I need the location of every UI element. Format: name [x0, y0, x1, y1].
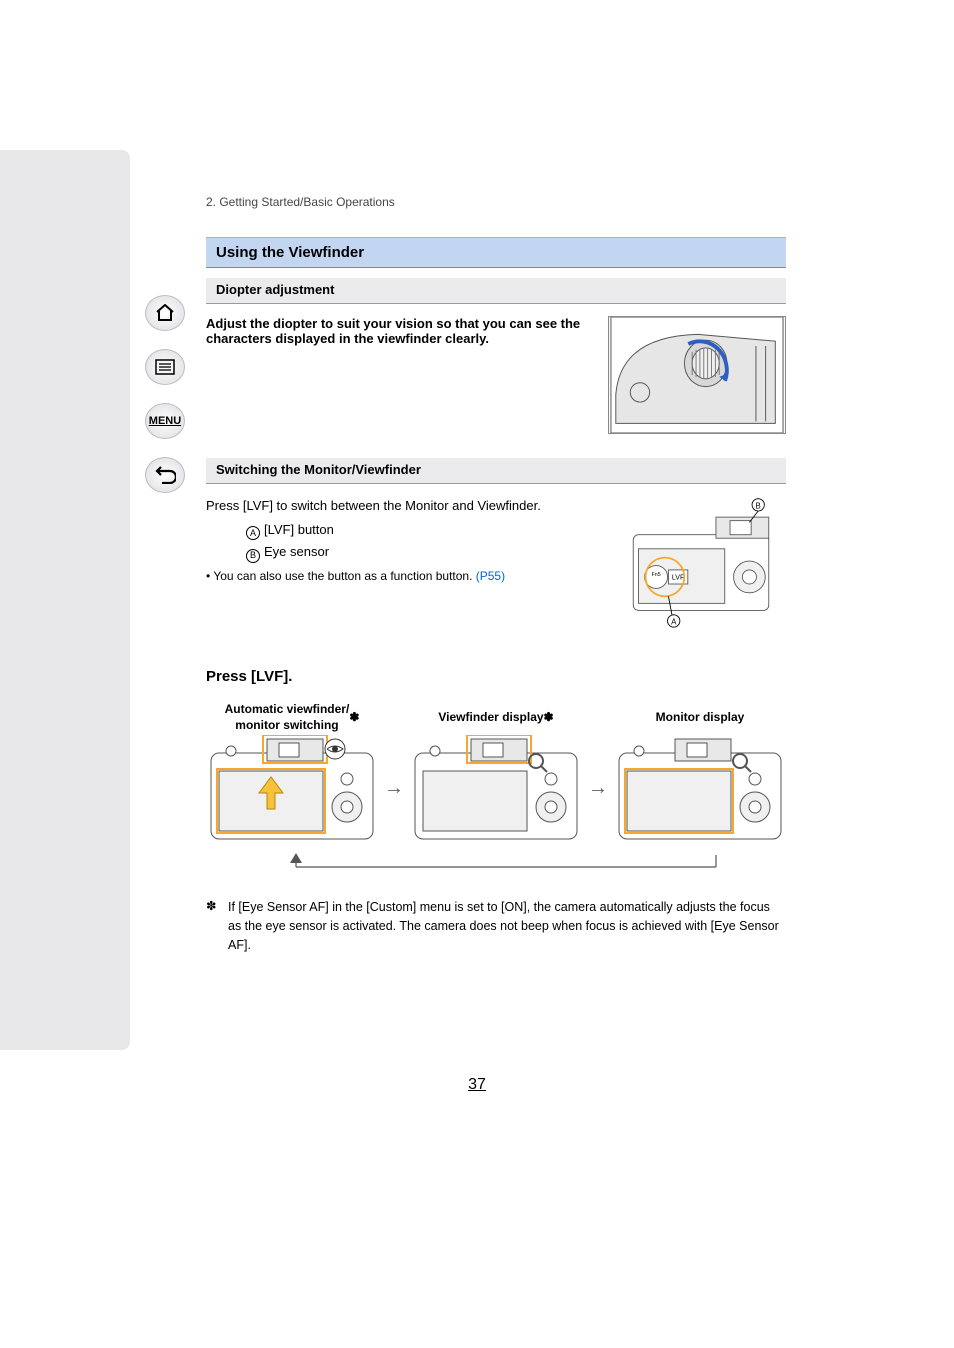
back-icon	[154, 466, 176, 484]
col2-label: Viewfinder display	[438, 710, 543, 726]
footnote-asterisk: ✽	[206, 898, 228, 954]
switching-text: Press [LVF] to switch between the Monito…	[206, 496, 604, 516]
arrow-icon-2: →	[588, 747, 608, 800]
loop-arrow-icon	[206, 851, 776, 877]
breadcrumb: 2. Getting Started/Basic Operations	[206, 195, 786, 209]
lvf-illustration: B Fn5 LVF A	[616, 496, 786, 628]
svg-text:Fn5: Fn5	[652, 572, 661, 578]
arrow-icon-1: →	[384, 747, 404, 800]
camera-diopter-diagram	[608, 316, 786, 434]
page-number: 37	[0, 1076, 954, 1094]
list-icon	[155, 359, 175, 375]
camera-lvf-diagram: B Fn5 LVF A	[616, 496, 786, 628]
list-item-b: BEye sensor	[246, 542, 604, 563]
switching-heading: Switching the Monitor/Viewfinder	[206, 458, 786, 484]
col1-label: Automatic viewfinder/ monitor switching	[225, 702, 350, 733]
diopter-illustration	[608, 316, 786, 434]
home-icon	[155, 304, 175, 322]
label-a-icon: A	[246, 526, 260, 540]
diopter-text: Adjust the diopter to suit your vision s…	[206, 316, 596, 434]
col3-label: Monitor display	[656, 710, 745, 726]
mode-triptych: Automatic viewfinder/ monitor switching✽	[206, 701, 786, 845]
list-item-a: A[LVF] button	[246, 520, 604, 541]
page-link[interactable]: (P55)	[476, 569, 505, 583]
bullet-text: • You can also use the button as a funct…	[206, 567, 604, 585]
asterisk-1: ✽	[349, 710, 359, 726]
label-b-icon: B	[246, 549, 260, 563]
svg-text:A: A	[671, 617, 677, 626]
left-gutter	[0, 150, 130, 1050]
side-nav: MENU	[145, 295, 185, 493]
svg-text:B: B	[756, 501, 761, 510]
camera-mode-auto-diagram	[207, 735, 377, 845]
press-header: Press [LVF].	[206, 668, 786, 685]
footnote: ✽ If [Eye Sensor AF] in the [Custom] men…	[206, 898, 786, 954]
home-button[interactable]	[145, 295, 185, 331]
menu-button[interactable]: MENU	[145, 403, 185, 439]
section-title: Using the Viewfinder	[206, 237, 786, 268]
diopter-heading: Diopter adjustment	[206, 278, 786, 304]
mode-col-monitor: Monitor display	[614, 701, 786, 845]
back-button[interactable]	[145, 457, 185, 493]
menu-label: MENU	[149, 415, 181, 427]
mode-col-vf: Viewfinder display✽	[410, 701, 582, 845]
footnote-text: If [Eye Sensor AF] in the [Custom] menu …	[228, 898, 786, 954]
camera-mode-vf-diagram	[411, 735, 581, 845]
page-content: 2. Getting Started/Basic Operations Usin…	[206, 195, 786, 954]
camera-mode-monitor-diagram	[615, 735, 785, 845]
mode-col-auto: Automatic viewfinder/ monitor switching✽	[206, 701, 378, 845]
asterisk-2: ✽	[544, 710, 554, 726]
switching-body: Press [LVF] to switch between the Monito…	[206, 496, 604, 628]
contents-button[interactable]	[145, 349, 185, 385]
